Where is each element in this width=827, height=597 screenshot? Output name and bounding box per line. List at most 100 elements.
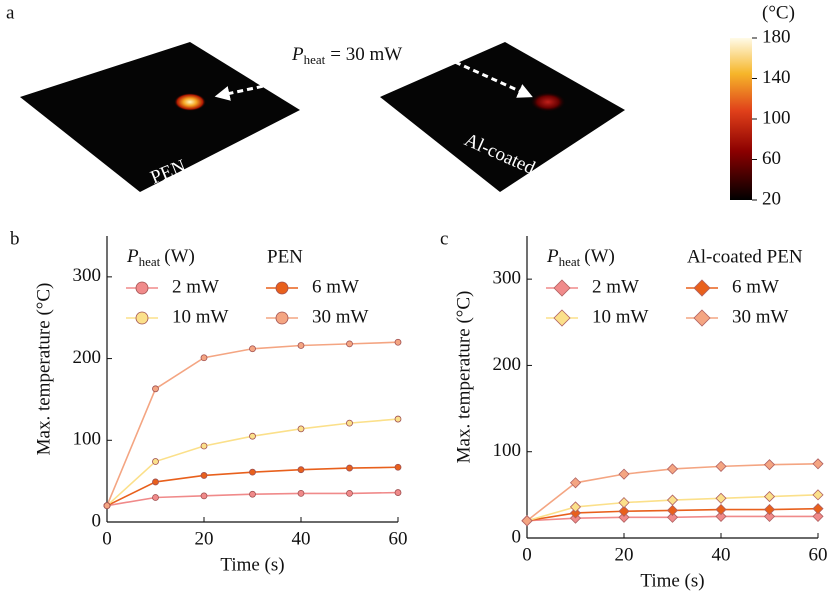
marker	[297, 489, 305, 497]
symbol: P	[291, 44, 304, 65]
x-tick-label: 0	[102, 528, 112, 549]
marker	[618, 505, 630, 517]
colorbar-tick-label: 100	[762, 107, 791, 128]
marker	[715, 460, 727, 472]
y-axis-label: Max. temperature (°C)	[33, 283, 54, 456]
marker	[569, 501, 582, 513]
marker	[275, 281, 289, 295]
x-tick-label: 20	[615, 544, 634, 565]
marker	[135, 311, 149, 325]
hot-spot	[530, 92, 566, 112]
marker	[346, 419, 353, 427]
marker	[715, 510, 727, 522]
x-tick-label: 60	[809, 544, 827, 565]
marker	[763, 510, 776, 522]
legend-title-part: (W)	[164, 246, 195, 267]
marker	[521, 515, 533, 527]
marker	[812, 489, 824, 501]
marker	[715, 503, 727, 516]
marker	[152, 458, 159, 465]
y-tick-label: 200	[493, 354, 522, 375]
marker	[152, 478, 159, 486]
y-axis-label: Max. temperature (°C)	[453, 291, 474, 464]
marker	[275, 311, 289, 325]
marker	[249, 345, 256, 353]
marker	[394, 338, 402, 346]
x-axis-label: Time (s)	[220, 554, 284, 575]
series-line	[106, 341, 399, 506]
marker	[135, 281, 149, 295]
legend-label: 2 mW	[172, 276, 219, 297]
marker	[618, 497, 630, 509]
marker	[249, 432, 256, 440]
marker	[297, 425, 305, 433]
pen-sample	[20, 42, 300, 192]
annotation-text: = 30 mW	[330, 44, 402, 65]
arrow	[454, 60, 533, 98]
y-tick-label: 0	[92, 510, 102, 531]
marker	[553, 309, 571, 327]
marker	[553, 279, 571, 297]
marker	[249, 468, 256, 476]
y-tick-label: 300	[73, 265, 102, 286]
y-tick-label: 200	[73, 347, 102, 368]
marker	[200, 492, 208, 500]
legend-label: 10 mW	[592, 306, 649, 327]
legend-title-part: heat	[559, 254, 581, 269]
legend-title: Pheat (W)	[126, 246, 195, 269]
marker	[812, 510, 824, 522]
y-tick-label: 100	[73, 429, 102, 450]
marker	[618, 468, 630, 480]
x-tick-label: 40	[292, 528, 311, 549]
y-tick-label: 300	[493, 268, 522, 289]
marker	[715, 492, 727, 504]
marker	[346, 340, 353, 348]
colorbar-ticks: 20 60 100 140 180	[752, 26, 791, 209]
marker	[812, 503, 824, 515]
x-tick-label: 40	[712, 544, 731, 565]
marker	[618, 511, 630, 523]
legend-label: 6 mW	[732, 276, 779, 297]
legend-title-part: P	[546, 246, 559, 267]
marker	[297, 342, 305, 349]
marker	[200, 442, 208, 450]
legend-title-part: heat	[139, 254, 161, 269]
legend-label: 10 mW	[172, 306, 229, 327]
legend-title-part: (W)	[584, 246, 615, 267]
colorbar-unit: (°C)	[762, 2, 795, 23]
colorbar-tick-label: 180	[762, 26, 791, 47]
marker	[200, 354, 208, 362]
legend-header: Al-coated PEN	[687, 246, 803, 267]
marker	[200, 472, 208, 479]
marker	[763, 503, 776, 516]
marker	[666, 511, 679, 523]
x-axis-label: Time (s)	[640, 570, 704, 591]
legend-label: 2 mW	[592, 276, 639, 297]
al-pen-sample	[380, 42, 625, 192]
arrow	[214, 78, 293, 101]
marker	[152, 494, 159, 501]
x-tick-label: 60	[389, 528, 408, 549]
legend-label: 30 mW	[312, 306, 369, 327]
x-tick-label: 0	[522, 544, 532, 565]
legend-title-part: P	[126, 246, 139, 267]
marker	[297, 466, 305, 474]
marker	[666, 504, 679, 516]
marker	[394, 463, 402, 471]
y-tick-label: 100	[493, 440, 522, 461]
annotation: Pheat = 30 mW	[291, 44, 402, 67]
legend-title: Pheat (W)	[546, 246, 615, 269]
marker	[812, 458, 824, 470]
marker	[346, 489, 353, 497]
marker	[394, 489, 402, 496]
colorbar-tick-label: 140	[762, 67, 791, 88]
legend-label: 30 mW	[732, 306, 789, 327]
legend-label: 6 mW	[312, 276, 359, 297]
colorbar-tick-label: 60	[762, 148, 781, 169]
x-tick-label: 20	[195, 528, 214, 549]
panel-label: b	[10, 228, 20, 249]
marker	[693, 279, 711, 297]
marker	[666, 463, 679, 475]
